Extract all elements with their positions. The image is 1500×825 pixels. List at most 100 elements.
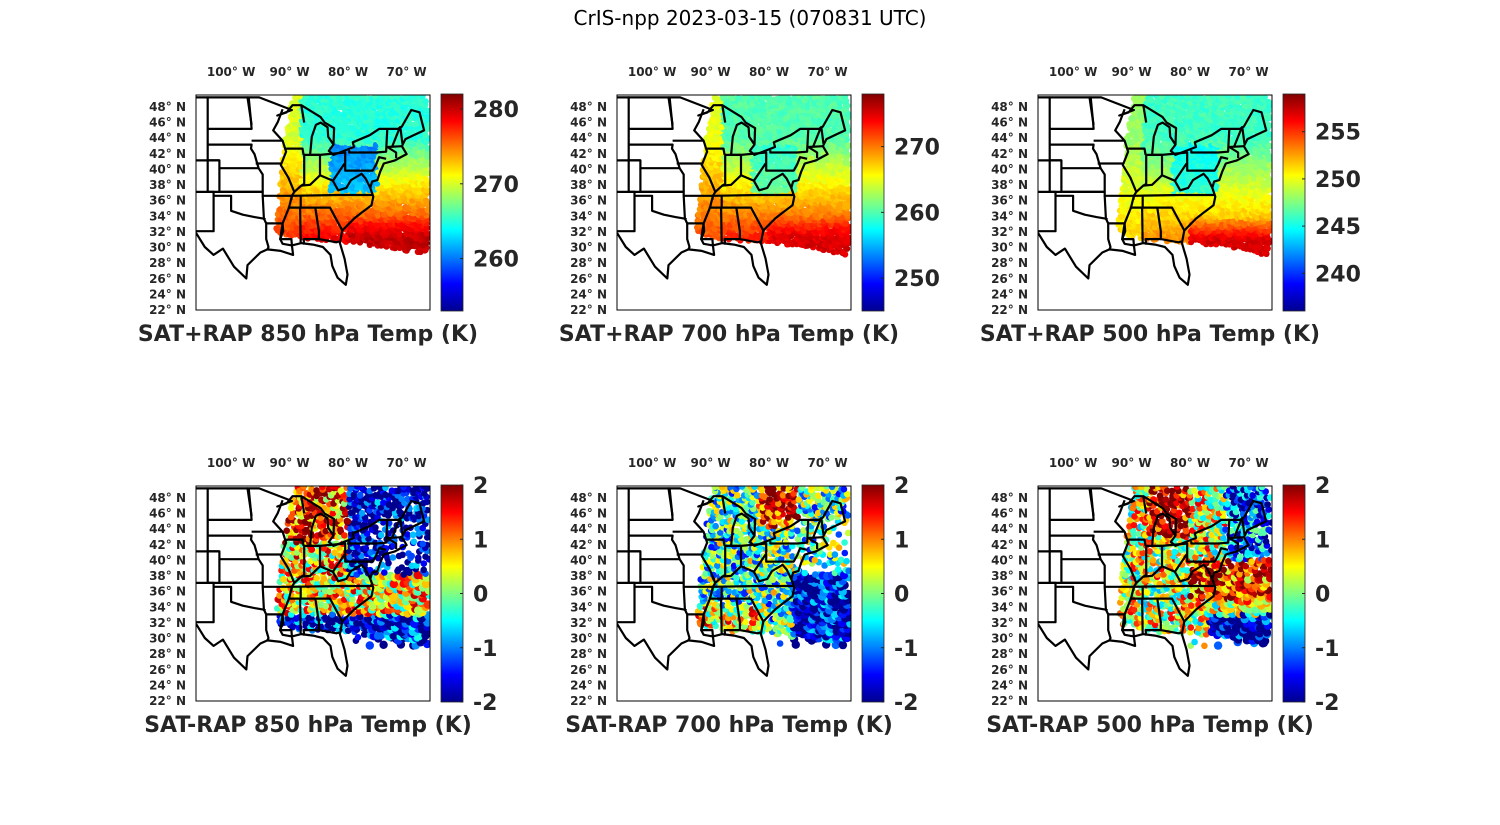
- lon-tick-label: 70° W: [387, 65, 427, 79]
- data-point: [775, 238, 783, 245]
- boundary-line: [628, 143, 681, 169]
- data-point: [350, 207, 358, 215]
- lat-tick-label: 28° N: [149, 256, 186, 270]
- data-point: [804, 221, 811, 228]
- lat-tick-label: 36° N: [149, 194, 186, 208]
- boundary-line: [752, 172, 793, 192]
- data-point: [785, 138, 792, 145]
- data-point: [769, 162, 776, 170]
- data-point: [424, 145, 430, 152]
- boundary-line: [807, 146, 819, 158]
- data-point: [353, 95, 360, 99]
- boundary-line: [628, 96, 674, 126]
- boundary-line: [707, 147, 726, 156]
- boundary-line: [300, 154, 306, 187]
- colorbar: [861, 93, 885, 312]
- boundary-line: [300, 105, 306, 123]
- boundary-line: [721, 105, 727, 123]
- data-point: [695, 211, 702, 218]
- data-point: [293, 224, 301, 232]
- data-point: [1264, 245, 1271, 252]
- lat-tick-label: 22° N: [149, 303, 186, 317]
- data-point: [335, 95, 342, 101]
- data-point: [769, 204, 776, 211]
- lat-tick-label: 44° N: [149, 131, 186, 145]
- boundary-line: [261, 195, 270, 250]
- data-point: [1251, 175, 1258, 182]
- panel-3: 100° W 90° W 80° W 70° W48° N46° N44° N42° …: [980, 65, 1361, 347]
- colorbar-tick-label: 260: [894, 201, 940, 226]
- panel-title: SAT+RAP 700 hPa Temp (K): [559, 322, 899, 347]
- lat-tick-label: 42° N: [149, 147, 186, 161]
- data-point: [371, 95, 379, 100]
- lon-tick-label: 100° W: [1049, 65, 1097, 79]
- panel-1: 100° W 90° W 80° W 70° W48° N46° N44° N42° …: [138, 65, 519, 347]
- boundary-line: [196, 190, 373, 197]
- data-point: [424, 206, 430, 214]
- data-point: [1265, 194, 1272, 201]
- data-point: [840, 173, 847, 180]
- boundary-line: [207, 96, 253, 126]
- data-point: [843, 245, 851, 252]
- data-point: [1219, 211, 1226, 218]
- lon-tick-label: 80° W: [328, 65, 368, 79]
- boundary-line: [725, 151, 808, 172]
- boundary-line: [331, 172, 372, 192]
- lon-tick-label: 70° W: [1229, 65, 1269, 79]
- state-boundaries: [617, 96, 847, 286]
- data-point: [776, 180, 783, 187]
- boundary-line: [300, 206, 320, 245]
- boundary-line: [769, 128, 810, 154]
- boundary-line: [730, 121, 756, 156]
- lat-tick-label: 34° N: [149, 209, 186, 223]
- data-point: [1266, 227, 1272, 234]
- boundary-line: [207, 143, 260, 169]
- lat-tick-label: 36° N: [991, 194, 1028, 208]
- data-point: [1238, 218, 1245, 225]
- lat-tick-label: 48° N: [570, 100, 607, 114]
- colorbar: [440, 93, 464, 312]
- lat-tick-label: 42° N: [991, 147, 1028, 161]
- lon-tick-label: 90° W: [1112, 65, 1152, 79]
- lat-tick-label: 36° N: [570, 194, 607, 208]
- data-point: [409, 197, 416, 204]
- boundary-line: [272, 108, 296, 247]
- map-area: [196, 95, 430, 310]
- lat-tick-label: 48° N: [149, 100, 186, 114]
- data-point: [303, 95, 310, 99]
- colorbar-tick-label: 270: [473, 173, 519, 198]
- lat-tick-label: 32° N: [570, 225, 607, 239]
- data-point: [1142, 200, 1149, 208]
- data-point: [837, 200, 845, 207]
- panel-title: SAT+RAP 850 hPa Temp (K): [138, 322, 478, 347]
- boundary-line: [386, 146, 398, 158]
- lat-tick-label: 48° N: [991, 100, 1028, 114]
- lon-tick-label: 90° W: [270, 65, 310, 79]
- data-point: [730, 187, 737, 194]
- boundary-line: [693, 108, 717, 247]
- data-point: [1145, 221, 1152, 228]
- data-point: [845, 142, 851, 149]
- map-frame: [616, 94, 852, 311]
- lon-tick-label: 100° W: [207, 65, 255, 79]
- boundary-line: [820, 126, 825, 144]
- lat-tick-label: 40° N: [149, 162, 186, 176]
- lat-tick-label: 26° N: [991, 272, 1028, 286]
- lat-tick-label: 24° N: [570, 287, 607, 301]
- data-point: [393, 95, 400, 99]
- lon-tick-label: 80° W: [1170, 65, 1210, 79]
- boundary-line: [617, 190, 794, 197]
- boundary-line: [390, 126, 402, 148]
- lat-tick-label: 32° N: [149, 225, 186, 239]
- data-point: [762, 218, 770, 225]
- boundary-line: [399, 126, 404, 144]
- map-area: [1038, 95, 1272, 310]
- panel-2: 100° W 90° W 80° W 70° W48° N46° N44° N42° …: [559, 65, 940, 347]
- data-point: [715, 96, 722, 103]
- data-point: [830, 95, 837, 100]
- boundary-line: [309, 121, 335, 156]
- data-point: [727, 95, 734, 99]
- data-point: [374, 117, 381, 125]
- data-point: [833, 221, 840, 229]
